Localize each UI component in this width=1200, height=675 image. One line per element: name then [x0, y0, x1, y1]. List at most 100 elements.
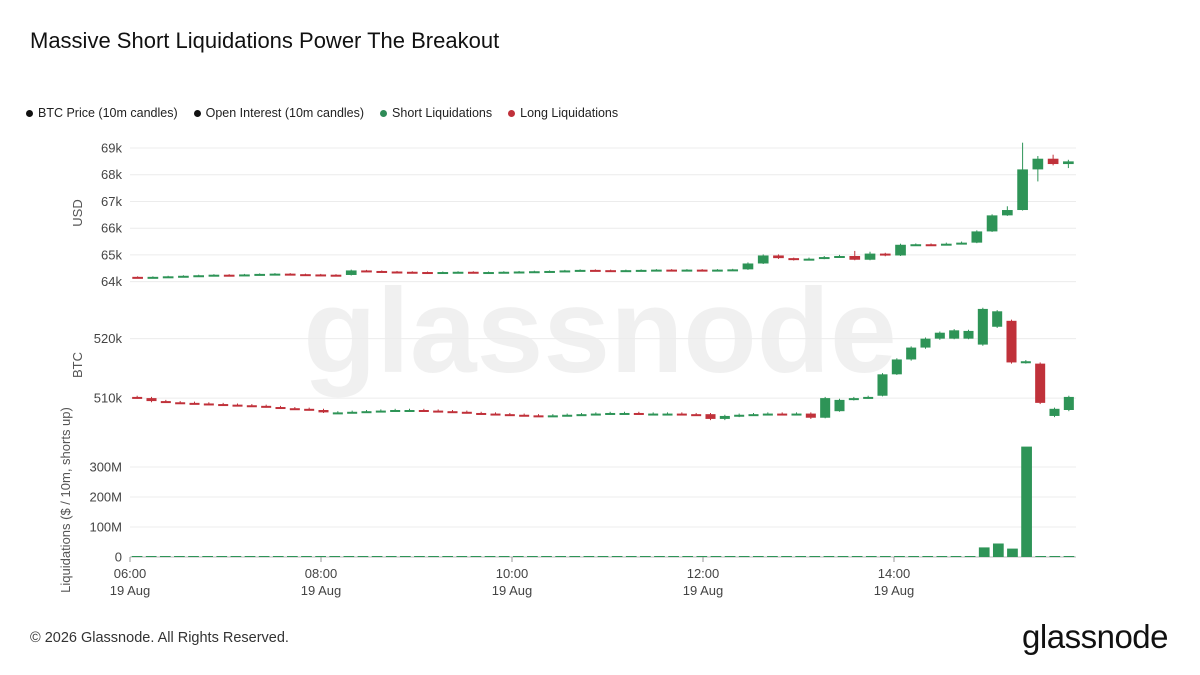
liquidation-bar: [795, 556, 807, 557]
y-tick-label: 0: [115, 550, 122, 565]
candle-body: [651, 269, 662, 272]
liquidation-bar: [244, 556, 256, 557]
candle-body: [422, 272, 433, 275]
y-tick-label: 69k: [101, 141, 122, 156]
candle-body: [528, 271, 540, 274]
candle-body: [834, 399, 845, 412]
candle-body: [562, 414, 573, 417]
x-tick-label: 19 Aug: [874, 583, 915, 598]
candle-body: [773, 255, 784, 259]
watermark: glassnode: [303, 264, 897, 398]
liquidation-bar: [894, 556, 905, 557]
candle-body: [261, 405, 272, 408]
candle-body: [788, 258, 800, 261]
liquidation-bar: [484, 556, 496, 557]
liquidation-bar: [851, 556, 863, 557]
candle-body: [681, 269, 693, 272]
candle-body: [712, 269, 723, 272]
y-tick-label: 67k: [101, 194, 122, 209]
candle-body: [742, 263, 754, 270]
liquidation-bar: [908, 556, 919, 557]
candle-body: [705, 414, 716, 419]
candle-body: [734, 414, 745, 417]
candle-body: [576, 414, 587, 417]
liquidation-bar: [1049, 556, 1061, 557]
legend-item-open-interest[interactable]: Open Interest (10m candles): [193, 106, 364, 120]
candle-body: [533, 415, 544, 418]
y-tick-label: 200M: [89, 490, 122, 505]
liquidation-bar: [442, 556, 454, 557]
candle-body: [934, 332, 945, 339]
candle-body: [275, 407, 286, 410]
legend-label: Long Liquidations: [520, 106, 619, 120]
candle-body: [757, 255, 769, 264]
candle-body: [1063, 396, 1074, 410]
candle-body: [977, 308, 988, 345]
candle-body: [147, 276, 159, 279]
candle-body: [246, 405, 257, 408]
liquidation-bar: [950, 556, 962, 557]
legend-item-short-liquidations[interactable]: Short Liquidations: [380, 106, 492, 120]
candle-body: [330, 274, 342, 277]
liquidation-bar: [498, 556, 510, 557]
liquidation-bar: [964, 556, 976, 557]
liquidation-bar: [230, 556, 242, 557]
liquidation-bar: [837, 556, 849, 557]
y-tick-label: 65k: [101, 247, 122, 262]
candle-body: [1049, 408, 1060, 416]
liquidation-bar: [1063, 556, 1075, 557]
candle-body: [574, 269, 586, 272]
candle-body: [132, 276, 143, 279]
liquidation-bar: [428, 556, 439, 557]
x-tick-label: 14:00: [878, 566, 911, 581]
candle-body: [777, 413, 788, 416]
liquidation-bar: [936, 556, 948, 557]
liquidation-bar: [272, 556, 284, 557]
candle-body: [269, 273, 281, 276]
candle-body: [691, 414, 702, 417]
liquidation-bar: [738, 556, 750, 557]
liquidation-bar: [597, 556, 609, 557]
candle-body: [547, 415, 558, 418]
legend-label: Short Liquidations: [392, 106, 493, 120]
liquidation-bar: [781, 556, 792, 557]
candle-body: [544, 270, 555, 273]
liquidation-bar: [992, 543, 1004, 557]
candle-body: [849, 255, 861, 260]
candle-body: [1006, 320, 1017, 363]
candle-body: [254, 273, 266, 276]
liquidation-bar: [541, 556, 552, 557]
liquidation-bar: [159, 556, 171, 557]
candle-body: [452, 271, 464, 274]
candle-body: [513, 271, 525, 274]
candle-body: [920, 338, 931, 348]
legend-item-long-liquidations[interactable]: Long Liquidations: [508, 106, 618, 120]
candle-body: [895, 244, 906, 256]
candle-body: [791, 413, 802, 416]
chart-title: Massive Short Liquidations Power The Bre…: [30, 28, 500, 53]
candle-body: [891, 359, 902, 375]
liquidation-bar: [202, 556, 214, 557]
legend: BTC Price (10m candles) Open Interest (1…: [26, 106, 618, 120]
x-tick-label: 19 Aug: [492, 583, 533, 598]
liquidation-bar: [639, 556, 651, 557]
candle-body: [719, 415, 730, 419]
candle-body: [877, 374, 888, 396]
liquidation-bar: [922, 556, 934, 557]
liquidation-bar: [216, 556, 228, 557]
candle-body: [315, 274, 327, 277]
x-tick-label: 10:00: [496, 566, 529, 581]
y-axis-title: Liquidations ($ / 10m, shorts up): [58, 407, 73, 593]
liquidation-bar: [724, 556, 736, 557]
liquidation-bar: [456, 556, 468, 557]
candle-body: [848, 398, 859, 401]
liquidation-bar: [512, 556, 524, 557]
candle-body: [132, 396, 143, 399]
y-tick-label: 100M: [89, 520, 122, 535]
candle-body: [1035, 363, 1046, 403]
candle-body: [483, 272, 494, 275]
liquidation-bar: [611, 556, 623, 557]
candle-body: [490, 413, 501, 416]
candle-body: [992, 311, 1003, 327]
legend-item-btc-price[interactable]: BTC Price (10m candles): [26, 106, 178, 120]
